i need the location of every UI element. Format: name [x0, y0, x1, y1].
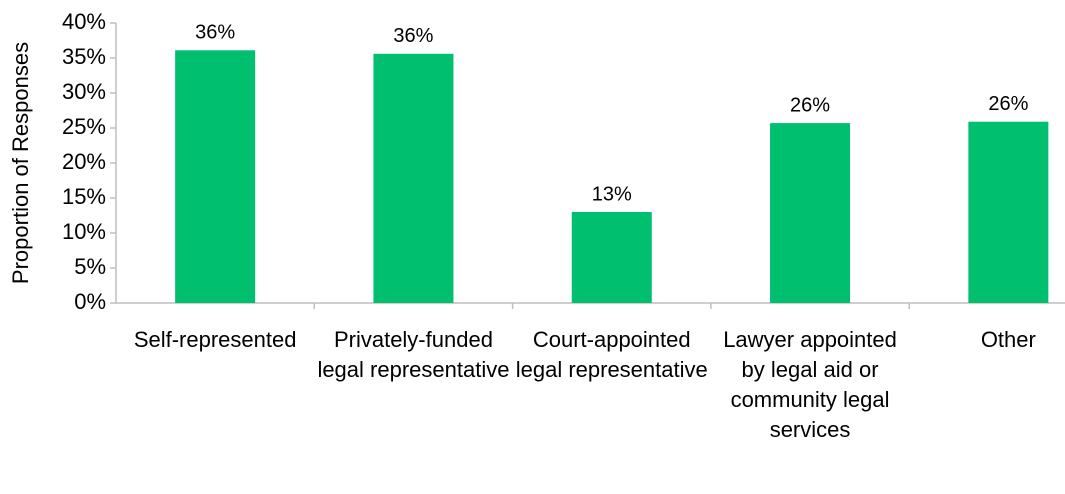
value-label: 26%	[988, 93, 1028, 115]
x-tick-label: Lawyer appointed by legal aid or communi…	[723, 327, 897, 442]
y-tick-label: 35%	[62, 44, 106, 69]
bar	[770, 123, 851, 303]
value-label: 13%	[592, 183, 632, 205]
bar	[373, 53, 454, 303]
y-tick-label: 20%	[62, 149, 106, 174]
x-tick-label: Other	[980, 327, 1036, 352]
bar	[968, 121, 1049, 303]
y-tick-label: 15%	[62, 184, 106, 209]
bar	[571, 212, 652, 303]
y-tick-label: 40%	[62, 9, 106, 34]
y-tick-label: 10%	[62, 219, 106, 244]
value-label: 36%	[195, 22, 235, 44]
y-tick-label: 30%	[62, 79, 106, 104]
y-tick-label: 25%	[62, 114, 106, 139]
value-label: 26%	[790, 94, 830, 116]
y-tick-label: 0%	[74, 289, 106, 314]
value-label: 36%	[393, 25, 433, 47]
x-tick-label: Court-appointed legal representative	[515, 327, 708, 382]
bar	[175, 50, 256, 303]
x-tick-label: Privately-funded legal representative	[317, 327, 510, 382]
x-tick-label: Self-represented	[133, 327, 297, 352]
y-tick-label: 5%	[74, 254, 106, 279]
y-axis-label: Proportion of Responses	[8, 42, 33, 284]
